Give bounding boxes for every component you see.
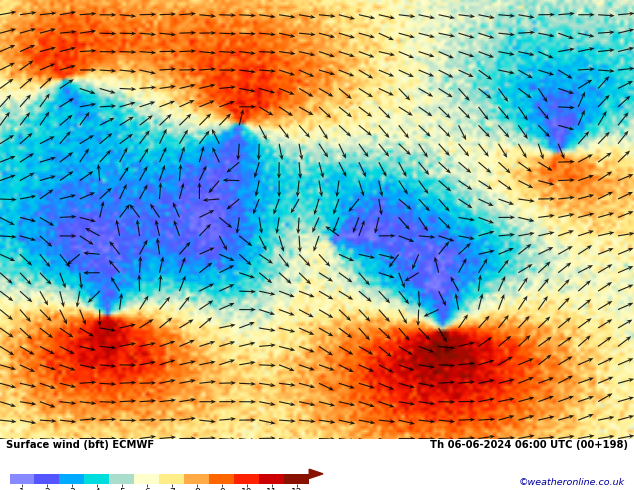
Text: Surface wind (bft) ECMWF: Surface wind (bft) ECMWF	[6, 440, 155, 450]
Bar	[209, 474, 235, 484]
Bar	[84, 474, 110, 484]
Bar	[184, 474, 209, 484]
Text: ©weatheronline.co.uk: ©weatheronline.co.uk	[519, 478, 624, 488]
Bar	[159, 474, 184, 484]
Bar	[284, 474, 309, 484]
Text: Th 06-06-2024 06:00 UTC (00+198): Th 06-06-2024 06:00 UTC (00+198)	[430, 440, 628, 450]
Bar	[235, 474, 259, 484]
Bar	[60, 474, 84, 484]
Bar	[134, 474, 159, 484]
Bar	[110, 474, 134, 484]
FancyArrow shape	[309, 469, 323, 478]
Bar	[10, 474, 34, 484]
Bar	[259, 474, 284, 484]
Bar	[34, 474, 60, 484]
